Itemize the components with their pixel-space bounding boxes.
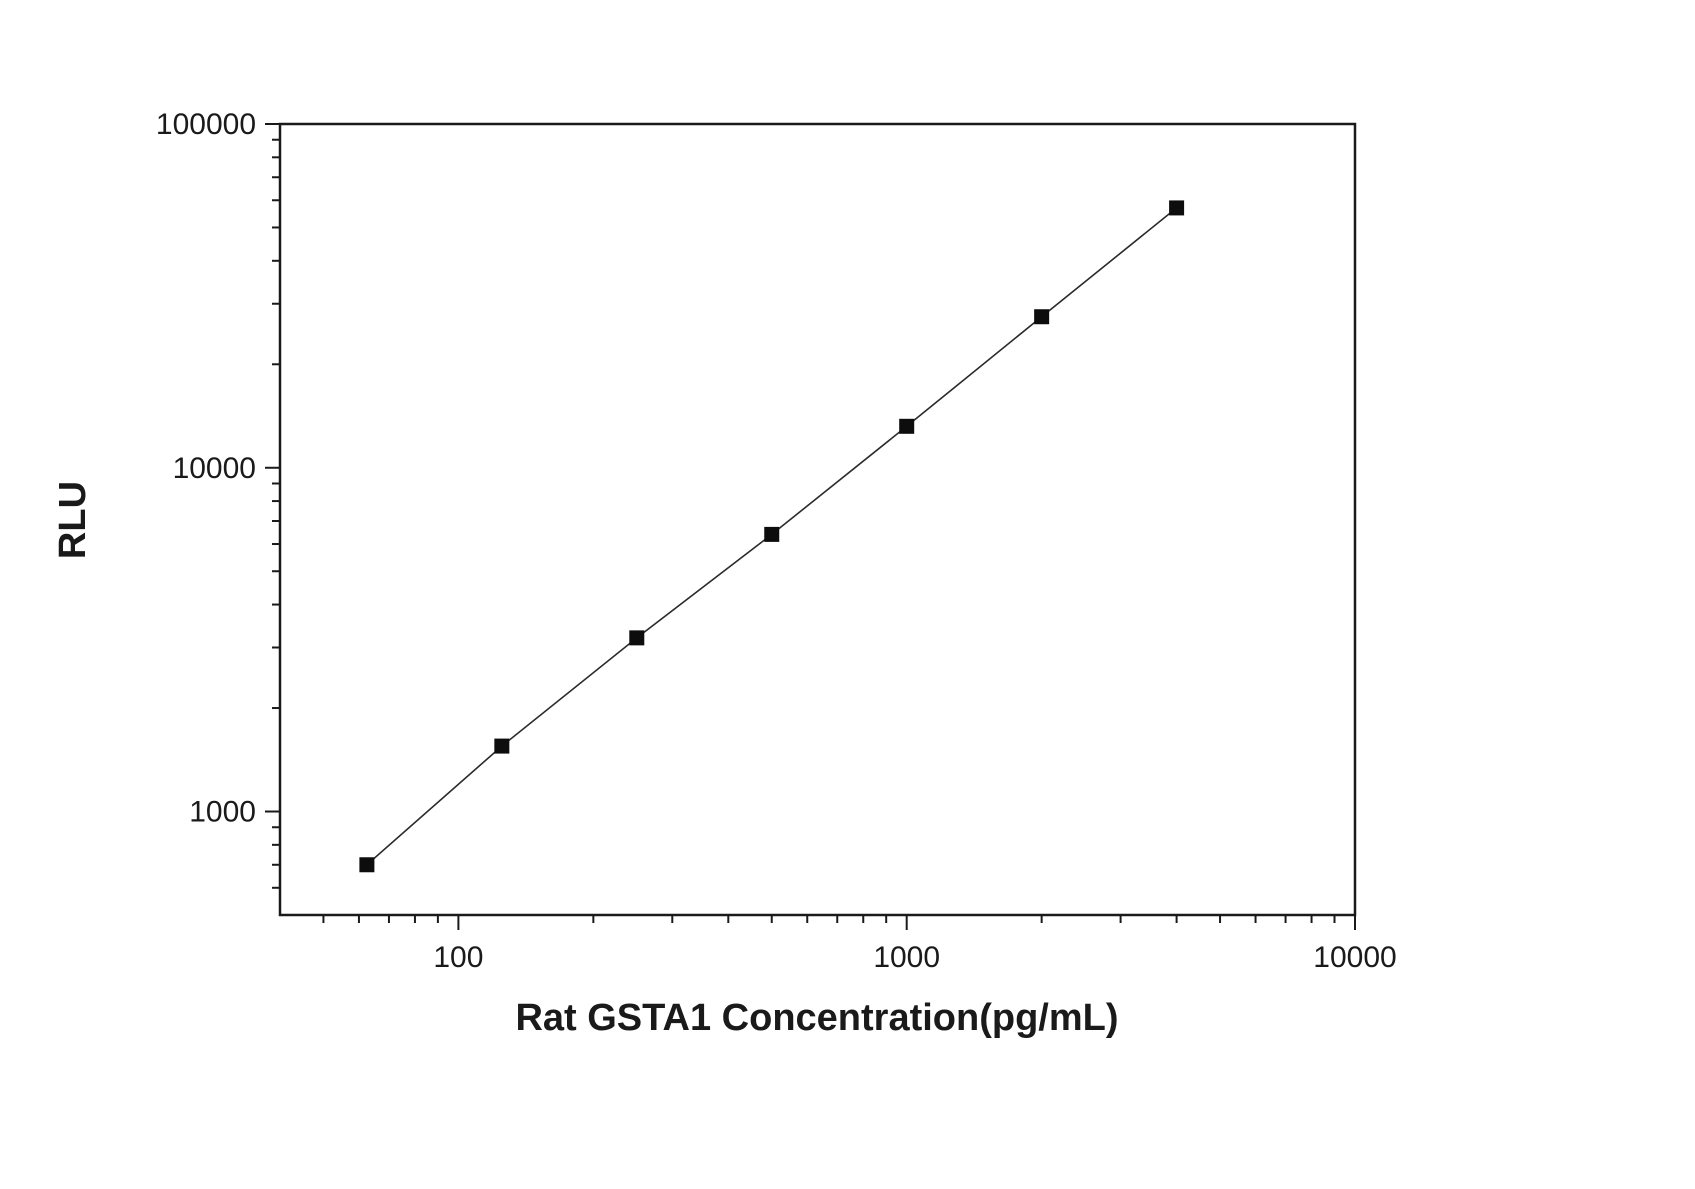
x-tick-label: 100 xyxy=(433,941,483,974)
x-tick-label: 1000 xyxy=(873,941,940,974)
x-axis-ticks xyxy=(322,915,1356,930)
y-axis-ticks xyxy=(265,123,280,889)
data-point-marker xyxy=(494,738,510,754)
y-tick-label: 100000 xyxy=(156,108,256,141)
data-series xyxy=(359,200,1185,873)
x-axis-title: Rat GSTA1 Concentration(pg/mL) xyxy=(515,997,1118,1039)
x-axis-tick-labels: 100 1000 10000 xyxy=(433,941,1396,974)
y-axis-tick-labels: 1000 10000 100000 xyxy=(156,108,256,829)
plot-frame xyxy=(278,122,1357,917)
data-point-marker xyxy=(764,526,780,542)
data-point-marker xyxy=(629,630,645,646)
data-point-marker xyxy=(1169,200,1185,216)
y-tick-label: 1000 xyxy=(189,796,256,829)
y-axis-title: RLU xyxy=(52,481,94,559)
data-point-marker xyxy=(899,418,915,434)
data-point-marker xyxy=(1034,309,1050,325)
x-tick-label: 10000 xyxy=(1313,941,1396,974)
data-point-marker xyxy=(359,857,375,873)
y-tick-label: 10000 xyxy=(173,452,256,485)
